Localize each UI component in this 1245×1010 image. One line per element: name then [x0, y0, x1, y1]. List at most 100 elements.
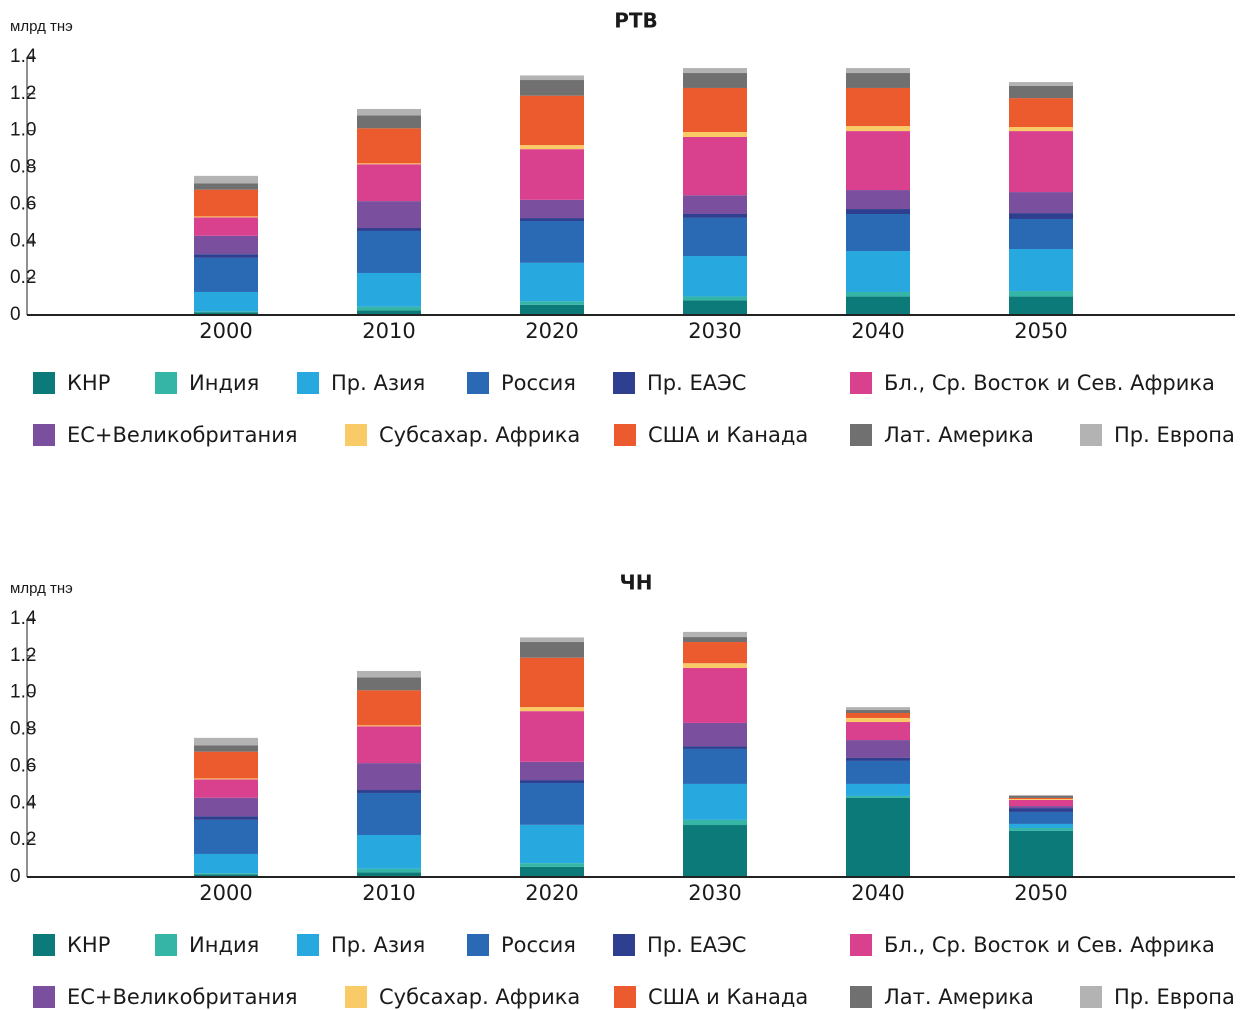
bar-segment — [357, 790, 421, 793]
bar-segment — [846, 131, 910, 191]
bar-segment — [357, 868, 421, 873]
bar-segment — [846, 760, 910, 784]
bar-segment — [194, 257, 258, 292]
bar-segment — [520, 149, 584, 200]
legend-label: США и Канада — [648, 985, 808, 1009]
legend-swatch — [33, 424, 55, 446]
bar-segment — [194, 778, 258, 780]
x-tick-label: 2020 — [525, 881, 578, 905]
bar-segment — [520, 761, 584, 781]
y-tick-label: 0.2 — [10, 829, 36, 850]
bar-segment — [357, 306, 421, 311]
bar-segment — [1009, 795, 1073, 798]
legend-label: Субсахар. Африка — [379, 985, 580, 1009]
bar-segment — [520, 866, 584, 877]
bar-segment — [683, 668, 747, 723]
bar-segment — [194, 235, 258, 255]
bar-segment — [1009, 811, 1073, 824]
bar-segment — [194, 819, 258, 854]
bar-segment — [846, 795, 910, 798]
bar-segment — [683, 722, 747, 747]
bar-segment — [194, 853, 258, 874]
bar-segment — [357, 677, 421, 691]
bar-segment — [683, 296, 747, 301]
bar-segment — [846, 707, 910, 711]
legend-swatch — [345, 986, 367, 1008]
legend-swatch — [850, 372, 872, 394]
bar-segment — [1009, 98, 1073, 128]
x-tick-label: 2010 — [362, 881, 415, 905]
legend-swatch — [467, 934, 489, 956]
x-tick-label: 2030 — [688, 881, 741, 905]
bar-segment — [683, 195, 747, 215]
y-tick-label: 1.0 — [10, 682, 36, 703]
legend-swatch — [155, 934, 177, 956]
bar-segment — [194, 797, 258, 817]
legend-label: КНР — [67, 371, 110, 395]
bar-segment — [194, 745, 258, 752]
bar-segment — [357, 128, 421, 164]
bar-segment — [1009, 799, 1073, 807]
legend-swatch — [297, 934, 319, 956]
bar-segment — [357, 670, 421, 678]
y-tick-label: 0.6 — [10, 193, 36, 214]
bar-segment — [520, 301, 584, 305]
bar-segment — [683, 68, 747, 74]
bar-segment — [1009, 127, 1073, 132]
legend-label: Пр. ЕАЭС — [647, 371, 746, 395]
bar-segment — [1009, 808, 1073, 812]
bar-segment — [1009, 827, 1073, 831]
y-tick-label: 1.2 — [10, 83, 36, 104]
bar-segment — [846, 296, 910, 315]
x-tick-label: 2030 — [688, 319, 741, 343]
bar-segment — [1009, 213, 1073, 219]
legend-label: Пр. Азия — [331, 371, 425, 395]
bar-segment — [194, 311, 258, 313]
bar-segment — [520, 218, 584, 222]
bar-segment — [683, 214, 747, 218]
bar-segment — [846, 251, 910, 292]
bar-segment — [846, 717, 910, 723]
bar-segment — [683, 73, 747, 88]
bar-segment — [846, 722, 910, 741]
legend-label: Бл., Ср. Восток и Сев. Африка — [884, 933, 1215, 957]
bar-segment — [357, 228, 421, 231]
legend-label: КНР — [67, 933, 110, 957]
bar-segment — [194, 779, 258, 798]
bar-segment — [683, 746, 747, 749]
bar-segment — [520, 637, 584, 643]
bar-segment — [1009, 797, 1073, 800]
chart-title: ЧН — [620, 571, 653, 595]
legend-swatch — [155, 372, 177, 394]
bar-segment — [357, 763, 421, 791]
y-tick-label: 0 — [10, 866, 21, 887]
bar-segment — [357, 108, 421, 116]
legend-swatch — [297, 372, 319, 394]
bar-segment — [357, 164, 421, 202]
legend-swatch — [33, 934, 55, 956]
bar-segment — [357, 834, 421, 869]
bar-segment — [194, 873, 258, 875]
bar-segment — [846, 68, 910, 74]
bar-segment — [357, 725, 421, 727]
bar-segment — [520, 262, 584, 302]
bar-segment — [194, 183, 258, 190]
legend-label: Индия — [189, 371, 259, 395]
bar-segment — [357, 872, 421, 877]
bar-segment — [357, 115, 421, 129]
bar-segment — [846, 214, 910, 252]
legend-swatch — [33, 986, 55, 1008]
bar-segment — [194, 175, 258, 184]
bar-segment — [683, 217, 747, 257]
bar-segment — [520, 221, 584, 263]
bar-segment — [357, 272, 421, 307]
y-axis-label: млрд тнэ — [10, 580, 73, 597]
bar-segment — [194, 737, 258, 746]
y-axis-label: млрд тнэ — [10, 18, 73, 35]
legend-swatch — [613, 934, 635, 956]
bar-segment — [520, 657, 584, 708]
bar-segment — [683, 631, 747, 638]
y-tick-label: 0 — [10, 304, 21, 325]
bar-segment — [846, 797, 910, 877]
legend-swatch — [33, 372, 55, 394]
